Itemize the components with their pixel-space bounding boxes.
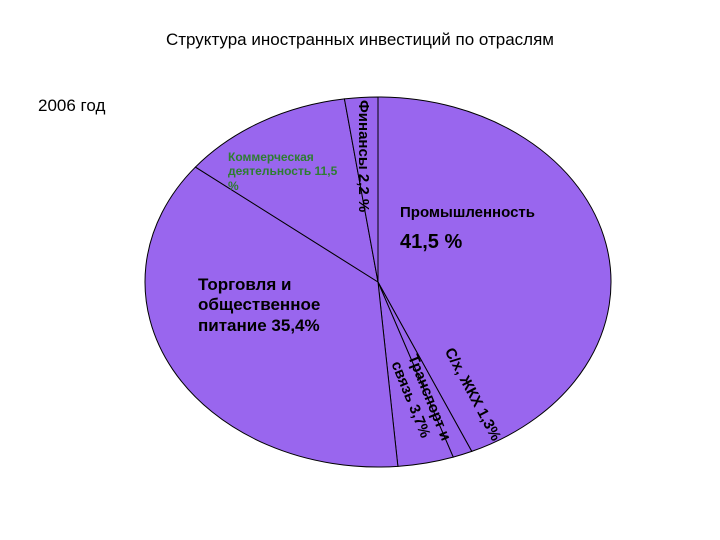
- slice-label: Финансы 2,2 %: [354, 100, 372, 300]
- pie-slice: [343, 96, 379, 283]
- pie-slice: [377, 96, 612, 452]
- chart-subtitle: 2006 год: [38, 96, 106, 115]
- value-label: 41,5 %: [400, 231, 463, 253]
- slice-label: Коммерческая деятельность 11,5 %: [228, 150, 338, 193]
- category-label: Торговля и общественное питание: [198, 275, 321, 335]
- slice-label: Промышленность 41,5 %: [400, 204, 600, 254]
- slice-label: Торговля и общественное питание 35,4%: [198, 275, 358, 336]
- chart-title: Структура иностранных инвестиций по отра…: [165, 30, 554, 49]
- value-label: 2,2 %: [355, 173, 372, 213]
- pie-slice: [194, 98, 379, 284]
- value-label: 11,5 %: [228, 164, 338, 193]
- pie-slice: [144, 166, 399, 468]
- value-label: 35,4%: [271, 315, 320, 335]
- category-label: Финансы: [355, 100, 372, 170]
- category-label: Коммерческая деятельность: [228, 150, 314, 179]
- category-label: Промышленность: [400, 204, 535, 221]
